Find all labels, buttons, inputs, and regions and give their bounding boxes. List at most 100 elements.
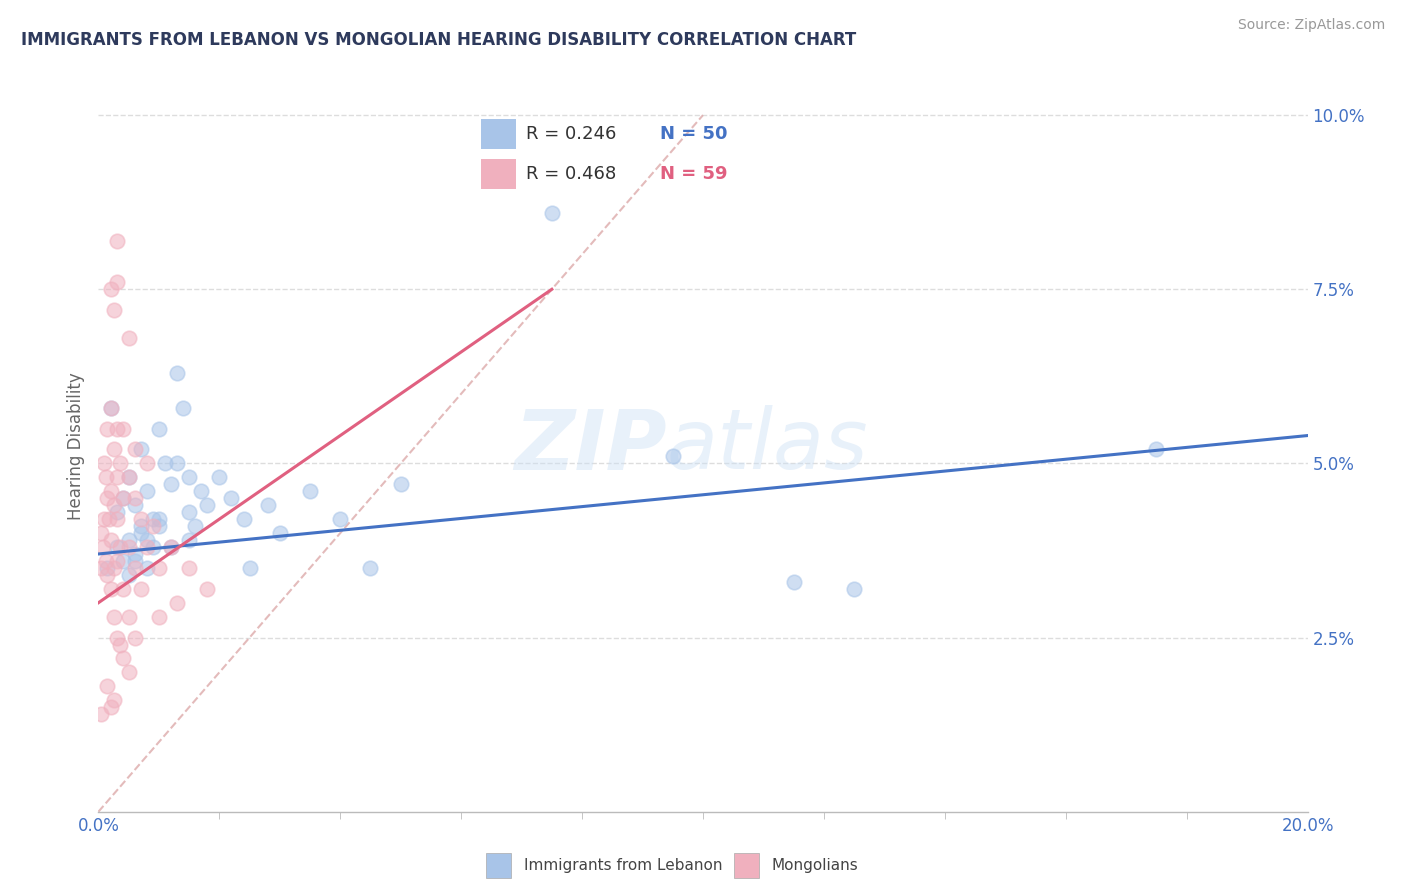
Point	[661, 450, 683, 464]
Point	[100, 401, 122, 415]
Point	[166, 596, 188, 610]
Point	[148, 512, 170, 526]
Point	[172, 401, 194, 415]
Y-axis label: Hearing Disability: Hearing Disability	[66, 372, 84, 520]
Text: Source: ZipAtlas.com: Source: ZipAtlas.com	[1237, 18, 1385, 32]
Point	[111, 421, 134, 435]
Point	[179, 505, 201, 519]
Point	[124, 554, 146, 568]
Point	[111, 582, 134, 596]
Point	[184, 519, 207, 533]
Point	[111, 491, 134, 506]
Text: Immigrants from Lebanon: Immigrants from Lebanon	[523, 858, 723, 872]
Point	[118, 331, 141, 345]
Point	[118, 470, 141, 484]
Point	[195, 498, 218, 512]
Point	[96, 491, 118, 506]
Point	[239, 561, 262, 575]
Point	[153, 457, 176, 471]
Point	[148, 609, 170, 624]
Point	[124, 498, 146, 512]
Point	[142, 540, 165, 554]
Point	[103, 498, 125, 512]
Point	[844, 582, 866, 596]
Point	[100, 700, 122, 714]
Bar	[486, 853, 512, 878]
Point	[98, 512, 121, 526]
Bar	[481, 119, 516, 149]
Point	[124, 442, 146, 457]
Point	[93, 457, 115, 471]
Point	[91, 540, 114, 554]
Text: N = 59: N = 59	[661, 165, 728, 183]
Point	[221, 491, 243, 506]
Point	[90, 526, 112, 541]
Point	[135, 457, 157, 471]
Point	[118, 567, 141, 582]
Point	[105, 421, 128, 435]
Bar	[481, 159, 516, 189]
Point	[389, 477, 412, 491]
Text: atlas: atlas	[666, 406, 869, 486]
Point	[103, 693, 125, 707]
Point	[105, 554, 128, 568]
Point	[93, 512, 115, 526]
Point	[100, 401, 122, 415]
Point	[179, 470, 201, 484]
Point	[360, 561, 382, 575]
Point	[135, 540, 157, 554]
Point	[124, 491, 146, 506]
Point	[179, 533, 201, 547]
Point	[111, 651, 134, 665]
Point	[103, 303, 125, 318]
Point	[111, 554, 134, 568]
Point	[105, 505, 128, 519]
Point	[148, 561, 170, 575]
Point	[108, 638, 131, 652]
Text: R = 0.468: R = 0.468	[526, 165, 616, 183]
Point	[135, 533, 157, 547]
Point	[208, 470, 231, 484]
Point	[124, 561, 146, 575]
Point	[118, 533, 141, 547]
Point	[160, 540, 183, 554]
Point	[118, 470, 141, 484]
Point	[1146, 442, 1168, 457]
Text: IMMIGRANTS FROM LEBANON VS MONGOLIAN HEARING DISABILITY CORRELATION CHART: IMMIGRANTS FROM LEBANON VS MONGOLIAN HEA…	[21, 31, 856, 49]
Point	[783, 574, 806, 589]
Point	[148, 421, 170, 435]
Bar	[734, 853, 759, 878]
Point	[160, 540, 183, 554]
Point	[105, 540, 128, 554]
Point	[108, 540, 131, 554]
Point	[135, 561, 157, 575]
Point	[142, 512, 165, 526]
Point	[269, 526, 291, 541]
Point	[96, 421, 118, 435]
Point	[129, 442, 152, 457]
Point	[90, 561, 112, 575]
Point	[299, 484, 322, 499]
Point	[195, 582, 218, 596]
Point	[256, 498, 278, 512]
Point	[118, 665, 141, 680]
Point	[179, 561, 201, 575]
Point	[166, 366, 188, 380]
Point	[105, 234, 128, 248]
Text: Mongolians: Mongolians	[770, 858, 858, 872]
Point	[103, 609, 125, 624]
Point	[129, 519, 152, 533]
Point	[94, 554, 117, 568]
Point	[160, 477, 183, 491]
Point	[100, 484, 122, 499]
Point	[129, 512, 152, 526]
Point	[118, 609, 141, 624]
Text: R = 0.246: R = 0.246	[526, 125, 616, 144]
Point	[105, 275, 128, 289]
Point	[100, 282, 122, 296]
Point	[111, 491, 134, 506]
Point	[105, 512, 128, 526]
Text: ZIP: ZIP	[515, 406, 666, 486]
Point	[135, 484, 157, 499]
Point	[96, 679, 118, 693]
